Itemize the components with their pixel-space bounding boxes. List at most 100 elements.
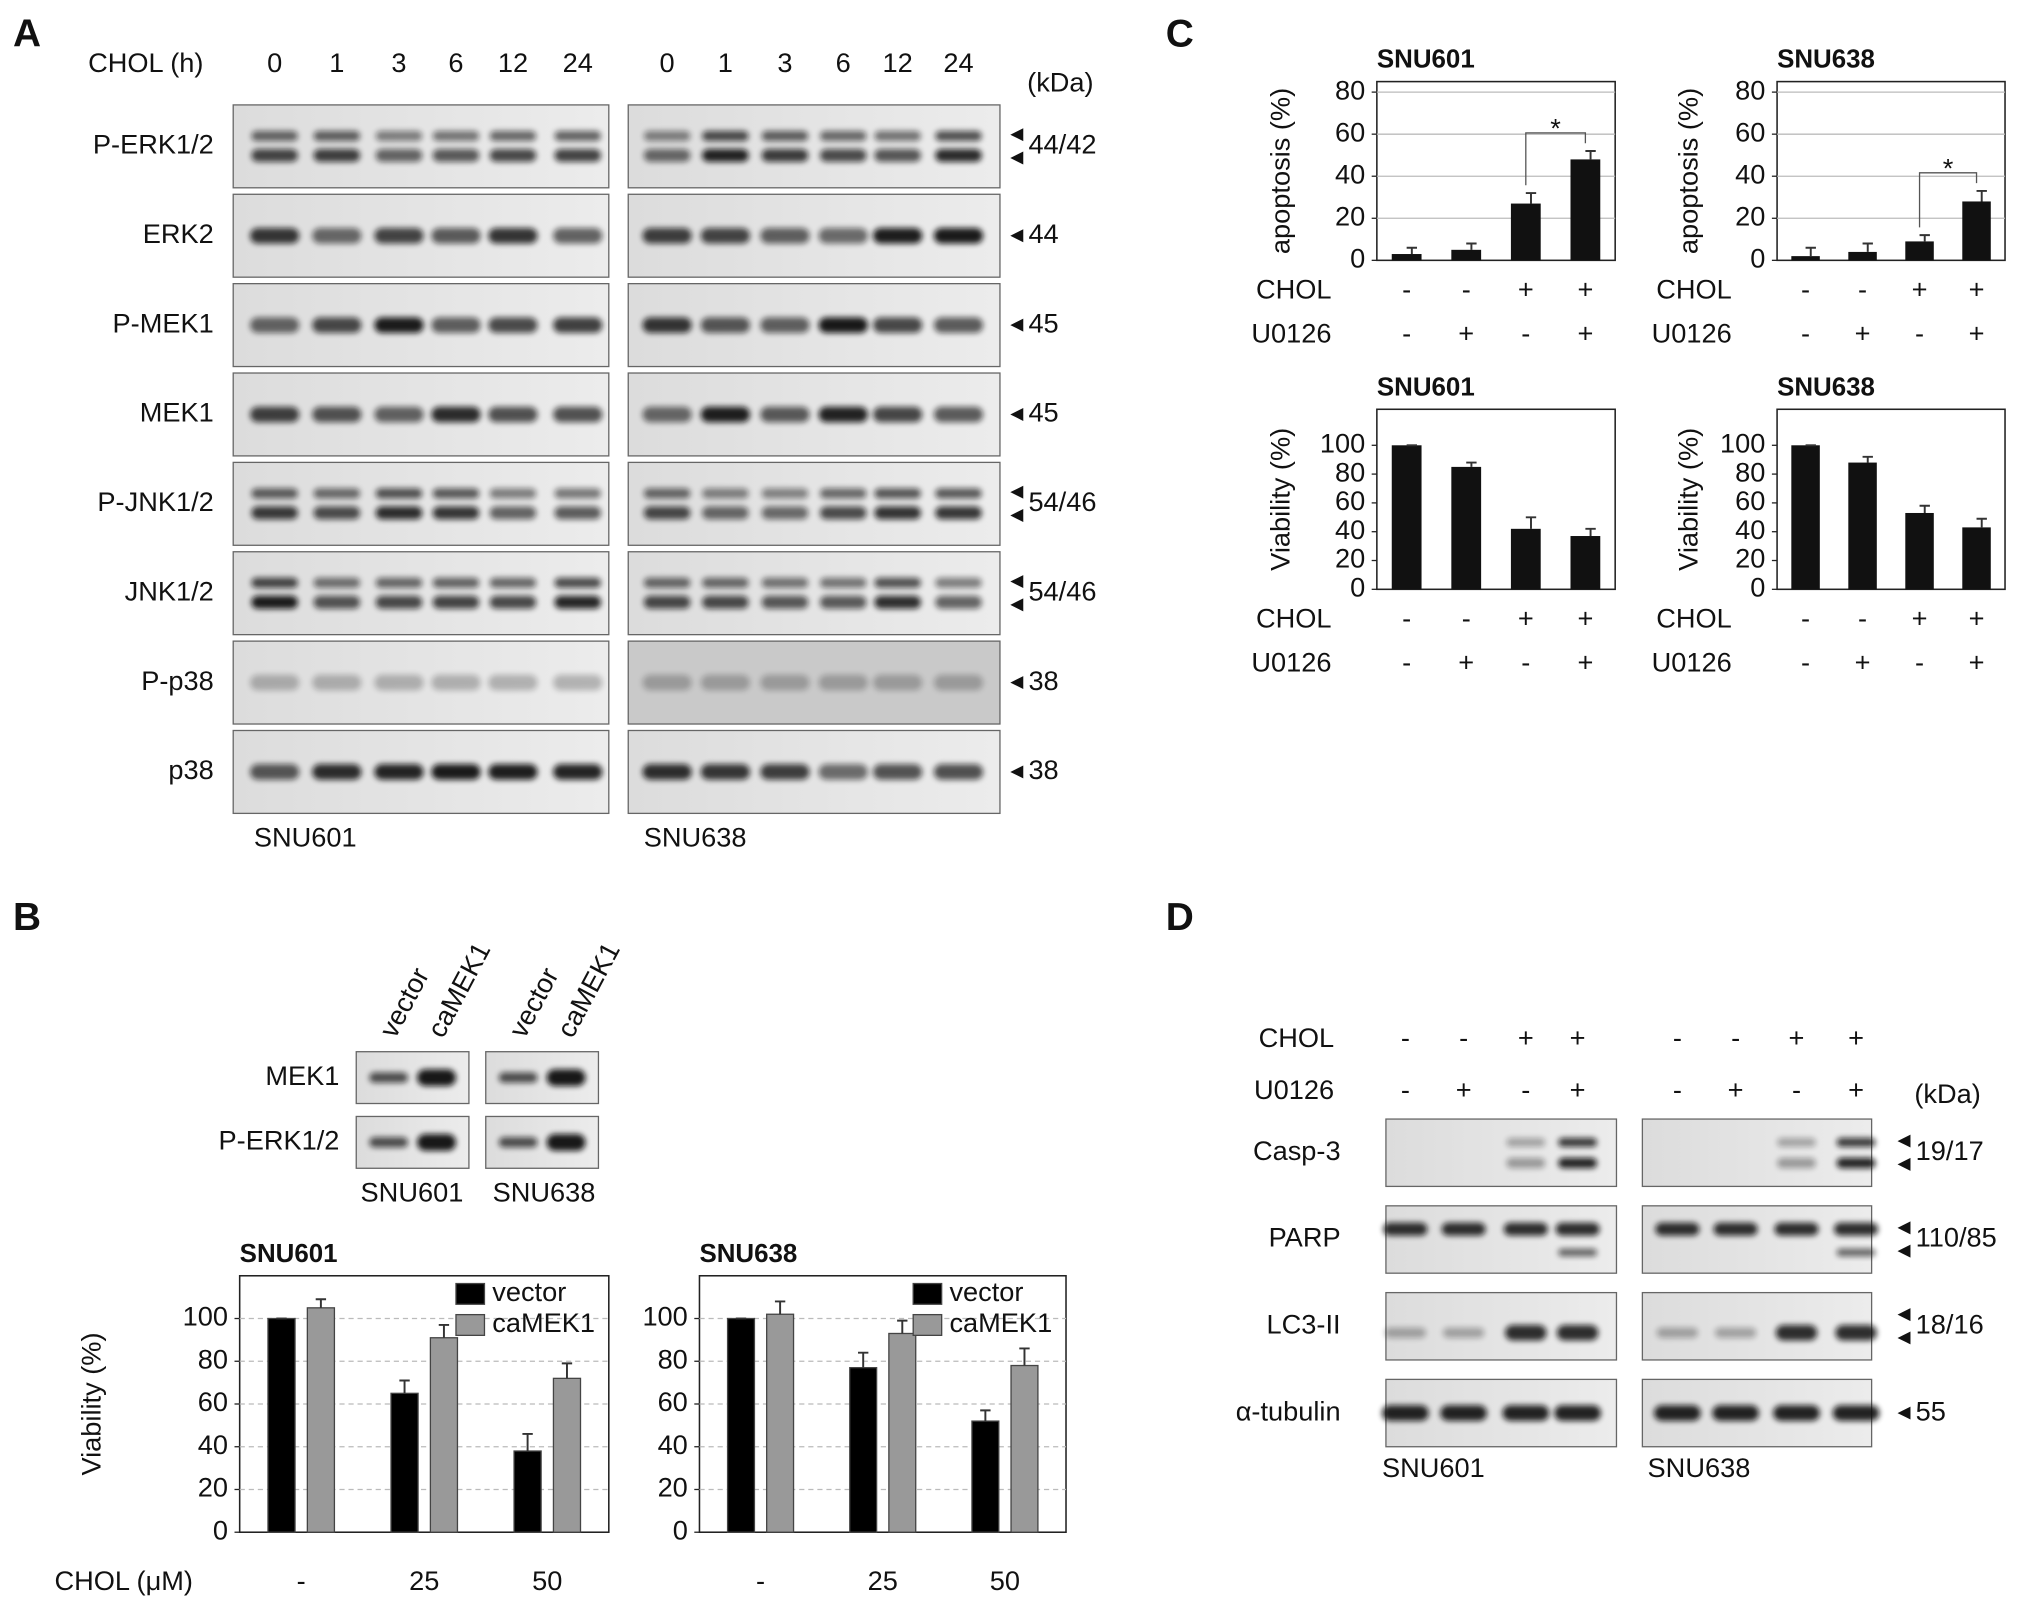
band [643,506,691,520]
arrowhead [1010,407,1024,421]
error-bar [1525,192,1537,204]
treatment-sign: - [1731,1022,1740,1053]
treatment-sign: + [1848,1074,1864,1105]
band [1555,1222,1600,1236]
blot-box [1385,1118,1618,1188]
y-tick-label: 60 [1735,116,1765,147]
band [431,674,481,691]
error-bar [1525,516,1537,529]
band [1775,1324,1818,1341]
band [489,130,537,142]
band [643,148,691,162]
band [935,595,982,609]
band [760,764,810,780]
treatment-sign: - [1521,1074,1530,1105]
band [874,488,921,499]
bar [1848,251,1877,261]
band [761,506,809,520]
y-tick-label: 0 [673,1514,688,1545]
treatment-sign: - [1462,603,1471,634]
band [760,227,810,244]
row-label: PARP [1269,1222,1341,1253]
blot-box [1385,1205,1618,1274]
band [1835,1324,1877,1341]
lane-label: caMEK1 [421,937,497,1042]
y-tick-label: 60 [1335,116,1365,147]
band [375,130,423,142]
panel-letter: C [1166,13,1194,56]
band [313,130,361,142]
legend-label: vector [492,1276,566,1307]
legend-label: caMEK1 [492,1307,595,1338]
band [251,506,298,520]
band [935,488,982,499]
error-bar [1466,242,1477,250]
x-tick-label: - [756,1565,765,1596]
error-bar [438,1323,450,1338]
kda-header: (kDa) [1914,1078,1980,1109]
significance-mark: * [1943,152,1954,183]
treatment-sign: - [1401,1022,1410,1053]
band [312,317,362,333]
chart-title: SNU638 [1777,46,1875,74]
band [935,577,982,589]
bar [1791,256,1820,261]
band [1832,1405,1880,1421]
band [1383,1222,1428,1236]
bar [552,1377,582,1533]
lane-label: 6 [836,47,851,78]
band [489,488,537,499]
treatment-sign: - [1801,274,1810,305]
bar [429,1337,459,1533]
band [369,1072,409,1083]
band [312,764,362,780]
band [643,577,691,589]
blot-box [1641,1291,1873,1361]
band [818,317,868,333]
cell-label: SNU601 [1382,1452,1485,1483]
lane-label: 0 [660,47,675,78]
band [1655,1222,1700,1236]
lane-label: 1 [718,47,733,78]
y-tick-label: 100 [1720,427,1765,458]
arrowhead [1897,1157,1911,1171]
treatment-sign: + [1969,603,1985,634]
band [1441,1222,1486,1236]
chart-title: SNU601 [1377,373,1475,401]
band [874,148,921,162]
kda-label: 44/42 [1028,129,1096,160]
band [1442,1327,1485,1338]
error-bar [1862,455,1873,463]
band [761,130,809,142]
kda-label: 54/46 [1028,575,1096,606]
band [250,317,300,333]
treatment-label: U0126 [1254,1074,1334,1105]
y-tick-label: 40 [1735,158,1765,189]
bar [1570,536,1601,590]
band [432,148,480,162]
bar [1791,445,1820,590]
y-tick-label: 100 [642,1301,687,1332]
treatment-sign: - [1521,318,1530,349]
band [642,227,692,244]
bar [1905,241,1934,261]
treatment-sign: + [1728,1074,1744,1105]
error-bar [1585,150,1596,160]
band [489,577,537,589]
band [700,674,750,691]
arrowhead [1010,509,1024,522]
treatment-label: CHOL [1256,274,1332,305]
treatment-sign: + [1969,274,1985,305]
band [250,674,300,691]
band [251,595,298,609]
chart-title: SNU638 [1777,373,1875,401]
band [250,764,300,780]
band [760,674,810,691]
band [1773,1405,1820,1421]
error-bar [522,1432,533,1452]
panel-letter: A [13,13,41,56]
band [1777,1137,1816,1147]
band [933,227,984,244]
error-bar [315,1298,327,1308]
band [643,595,691,609]
